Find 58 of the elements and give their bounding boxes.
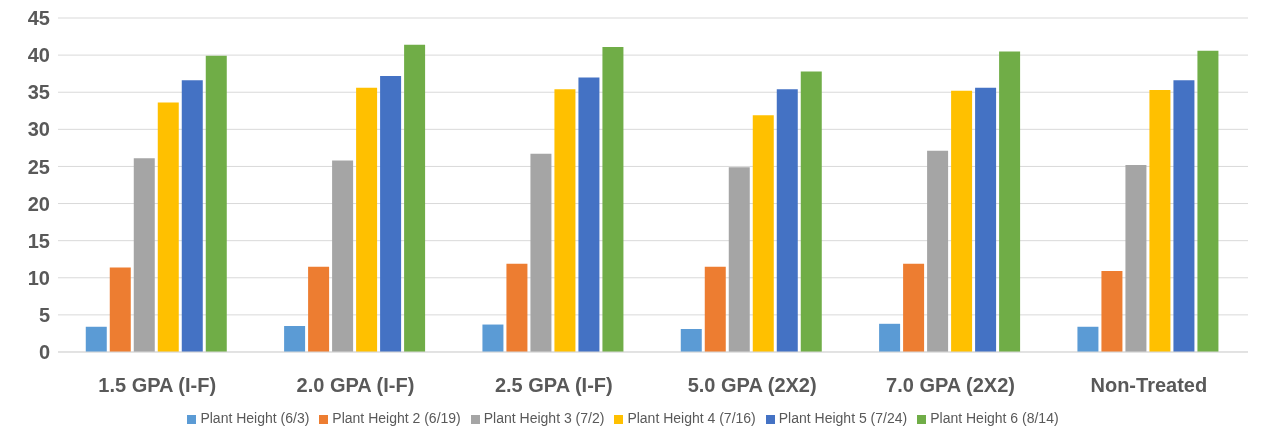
y-tick-label: 30	[27, 118, 50, 141]
bar	[506, 263, 528, 352]
bar	[482, 324, 504, 352]
bar	[903, 263, 925, 352]
bar	[205, 55, 227, 352]
bar	[554, 89, 576, 352]
y-tick-label: 0	[38, 341, 50, 364]
x-tick-label: Non-Treated	[1090, 374, 1208, 397]
y-tick-label: 45	[27, 7, 50, 30]
bar	[951, 90, 973, 352]
legend-label: Plant Height 2 (6/19)	[332, 410, 461, 426]
bar	[1197, 50, 1219, 352]
bar	[284, 326, 306, 352]
bar	[85, 326, 107, 352]
y-tick-label: 35	[27, 81, 50, 104]
y-tick-label: 10	[27, 266, 50, 289]
legend-label: Plant Height 4 (7/16)	[627, 410, 756, 426]
bar	[157, 102, 179, 352]
bar	[1077, 326, 1099, 352]
bar	[181, 80, 203, 352]
y-tick-label: 25	[27, 155, 50, 178]
x-tick-label: 2.5 GPA (I-F)	[494, 374, 613, 397]
bar	[1125, 164, 1147, 352]
x-tick-label: 7.0 GPA (2X2)	[886, 374, 1015, 397]
bar	[927, 150, 949, 352]
bar	[356, 87, 378, 352]
bar	[332, 160, 354, 352]
bar	[879, 323, 901, 352]
bar	[133, 158, 155, 352]
x-tick-label: 2.0 GPA (I-F)	[296, 374, 415, 397]
bar	[704, 266, 726, 352]
bar	[1101, 271, 1123, 352]
legend-label: Plant Height (6/3)	[200, 410, 310, 426]
y-tick-label: 20	[27, 192, 50, 215]
bar	[776, 89, 798, 352]
bar	[975, 87, 997, 352]
legend-label: Plant Height 5 (7/24)	[778, 410, 908, 426]
legend-label: Plant Height 6 (8/14)	[930, 410, 1059, 426]
bar	[602, 46, 624, 352]
legend-label: Plant Height 3 (7/2)	[483, 410, 605, 426]
y-tick-label: 40	[27, 44, 50, 67]
bar	[999, 51, 1021, 352]
bar	[680, 328, 702, 352]
bar	[752, 115, 774, 352]
x-tick-label: 5.0 GPA (2X2)	[687, 374, 817, 397]
bar	[404, 44, 426, 352]
bar	[109, 267, 131, 352]
bar	[1173, 80, 1195, 352]
x-tick-label: 1.5 GPA (I-F)	[98, 374, 217, 397]
bar	[1149, 90, 1171, 352]
bar	[308, 266, 330, 352]
bar	[530, 153, 552, 352]
bar	[380, 75, 402, 352]
bar	[800, 71, 822, 352]
y-tick-label: 15	[27, 229, 50, 252]
bar	[728, 167, 750, 352]
bar	[578, 77, 600, 352]
y-tick-label: 5	[38, 303, 50, 326]
